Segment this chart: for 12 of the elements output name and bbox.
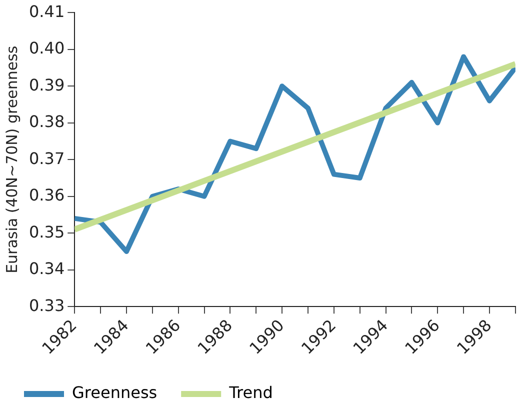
y-tick-label: 0.34 [29,259,65,278]
y-tick-label: 0.33 [29,296,65,315]
y-tick-label: 0.35 [29,222,65,242]
legend-label: Greenness [72,383,158,402]
y-tick-label: 0.37 [29,148,65,168]
y-axis-title: Eurasia (40N~70N) greenness [2,46,21,274]
y-tick-label: 0.36 [29,186,65,205]
legend-label: Trend [228,383,273,402]
y-tick-label: 0.39 [29,75,65,94]
y-tick-label: 0.38 [29,112,65,132]
y-tick-label: 0.40 [29,38,65,58]
y-tick-label: 0.41 [29,2,65,21]
